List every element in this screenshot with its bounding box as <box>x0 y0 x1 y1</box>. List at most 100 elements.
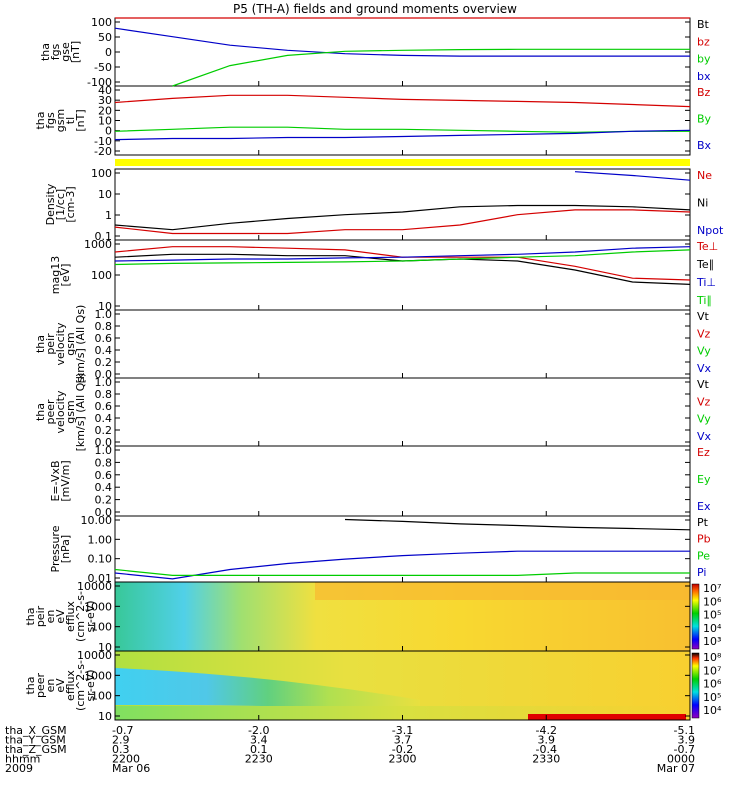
y-tick-label: 1000 <box>84 600 112 613</box>
y-axis-label-line: velocity <box>54 322 67 365</box>
y-axis-label-line: eV <box>54 678 67 693</box>
legend-bz: bz <box>697 35 710 48</box>
y-axis-label-line: [km/s] (All Qs) <box>74 305 87 384</box>
y-axis-label-line: gsm <box>64 332 77 355</box>
y-axis-label-line: Density <box>44 183 57 225</box>
y-axis-label-line: tha <box>34 335 47 353</box>
y-axis-label-line: tha <box>39 43 52 61</box>
ephem-value: 2.9 <box>112 734 130 747</box>
legend-Te⊥: Te⊥ <box>696 240 718 253</box>
y-axis-label-line: [eV] <box>59 264 72 287</box>
ephem-value: 2300 <box>389 753 417 766</box>
y-axis-label-line: gsm <box>64 400 77 423</box>
y-axis-label-line: peer <box>44 399 57 425</box>
ephem-value: -5.1 <box>674 724 695 737</box>
colorbar-label: 10⁴ <box>703 622 722 635</box>
ephem-value: 3.9 <box>678 734 696 747</box>
y-axis-label-line: tha <box>24 607 37 625</box>
y-axis-label-line: [cm-3] <box>64 186 77 222</box>
legend-by: by <box>697 53 711 66</box>
y-tick-label: 0.8 <box>95 388 113 401</box>
y-tick-label: 0.8 <box>95 320 113 333</box>
legend-Pe: Pe <box>697 549 710 562</box>
y-tick-label: 1.0 <box>95 308 113 321</box>
y-axis-label-line: tl <box>64 117 77 124</box>
ephem-value: 0.1 <box>250 743 268 756</box>
y-tick-label: 0.2 <box>95 356 113 369</box>
legend-Ez: Ez <box>697 446 710 459</box>
y-tick-label: 0.0 <box>95 506 113 519</box>
y-axis-label-line: peer <box>34 673 47 699</box>
data-availability-bar <box>115 159 690 166</box>
series-temp-Te∥ <box>114 253 691 285</box>
y-tick-label: 100 <box>91 167 112 180</box>
colorbar-label: 10⁸ <box>703 651 722 664</box>
y-tick-label: 0 <box>105 46 112 59</box>
y-tick-label: 20 <box>98 104 112 117</box>
legend-Ti∥: Ti∥ <box>696 294 712 307</box>
y-axis-label-line: [nT] <box>74 109 87 131</box>
y-tick-label: 0.4 <box>95 412 113 425</box>
legend-Vx: Vx <box>697 362 712 375</box>
colorbar-label: 10⁵ <box>703 609 721 622</box>
legend-Te∥: Te∥ <box>696 258 714 271</box>
y-tick-label: -20 <box>94 145 112 158</box>
ephem-label-tha_Y_GSM: tha_Y_GSM <box>5 734 66 747</box>
legend-Vy: Vy <box>697 345 711 358</box>
y-tick-label: 50 <box>98 31 112 44</box>
y-tick-label: 10 <box>98 300 112 313</box>
y-axis-label-line: en <box>44 610 57 624</box>
panel-frame-pressure <box>114 515 691 583</box>
ephem-value: 3.9 <box>538 734 556 747</box>
y-tick-label: 30 <box>98 94 112 107</box>
y-axis-label-line: tha <box>34 403 47 421</box>
y-tick-label: -50 <box>94 61 112 74</box>
y-tick-label: 40 <box>98 84 112 97</box>
series-pressure-Pi <box>114 550 690 580</box>
y-axis-label-line: mag13 <box>49 256 62 294</box>
y-axis-label-line: E=-VxB <box>49 460 62 501</box>
ephem-label-2009: 2009 <box>5 762 33 775</box>
y-axis-label-line: [km/s] (All Qs) <box>74 373 87 452</box>
series-fgs_gse-bx <box>114 27 690 57</box>
y-axis-label-line: (cm^2-s- <box>74 591 87 642</box>
y-tick-label: 100 <box>91 269 112 282</box>
y-axis-label-line: fgs <box>44 112 57 129</box>
legend-Ni: Ni <box>697 197 708 210</box>
colorbar-label: 10⁴ <box>703 704 722 717</box>
y-tick-label: 1000 <box>84 238 112 251</box>
legend-Ey: Ey <box>697 473 711 486</box>
ephem-value: 0.3 <box>112 743 130 756</box>
peer-colorbar <box>691 652 700 719</box>
ephem-label-hhmm: hhmm <box>5 753 40 766</box>
y-tick-label: 0.0 <box>95 436 113 449</box>
y-tick-label: 10 <box>98 115 112 128</box>
legend-Vt: Vt <box>697 378 710 391</box>
y-axis-label-line: efflux <box>64 670 77 701</box>
y-tick-label: 100 <box>91 690 112 703</box>
y-tick-label: 0 <box>105 125 112 138</box>
series-fgs_gsm_tl-By <box>114 126 690 133</box>
series-pressure-Pt <box>344 518 691 531</box>
y-axis-label-line: efflux <box>64 601 77 632</box>
colorbar-label: 10⁵ <box>703 691 721 704</box>
y-axis-label-temp: mag13[eV] <box>49 256 72 294</box>
y-tick-label: 1 <box>105 209 112 222</box>
peer-spectrogram-red <box>528 714 686 720</box>
ephem-value: Mar 06 <box>112 762 150 775</box>
y-tick-label: 10 <box>98 188 112 201</box>
y-tick-label: -100 <box>87 76 112 89</box>
legend-Vy: Vy <box>697 413 711 426</box>
peir-colorbar <box>691 583 700 650</box>
series-temp-Ti∥ <box>114 249 691 266</box>
ephem-value: -2.0 <box>248 724 269 737</box>
ephem-value: 3.7 <box>394 734 412 747</box>
y-axis-label-line: Pressure <box>49 525 62 572</box>
y-axis-label-line: gse <box>59 42 72 62</box>
y-tick-label: 0.1 <box>95 230 113 243</box>
series-density-Ni <box>114 204 691 231</box>
